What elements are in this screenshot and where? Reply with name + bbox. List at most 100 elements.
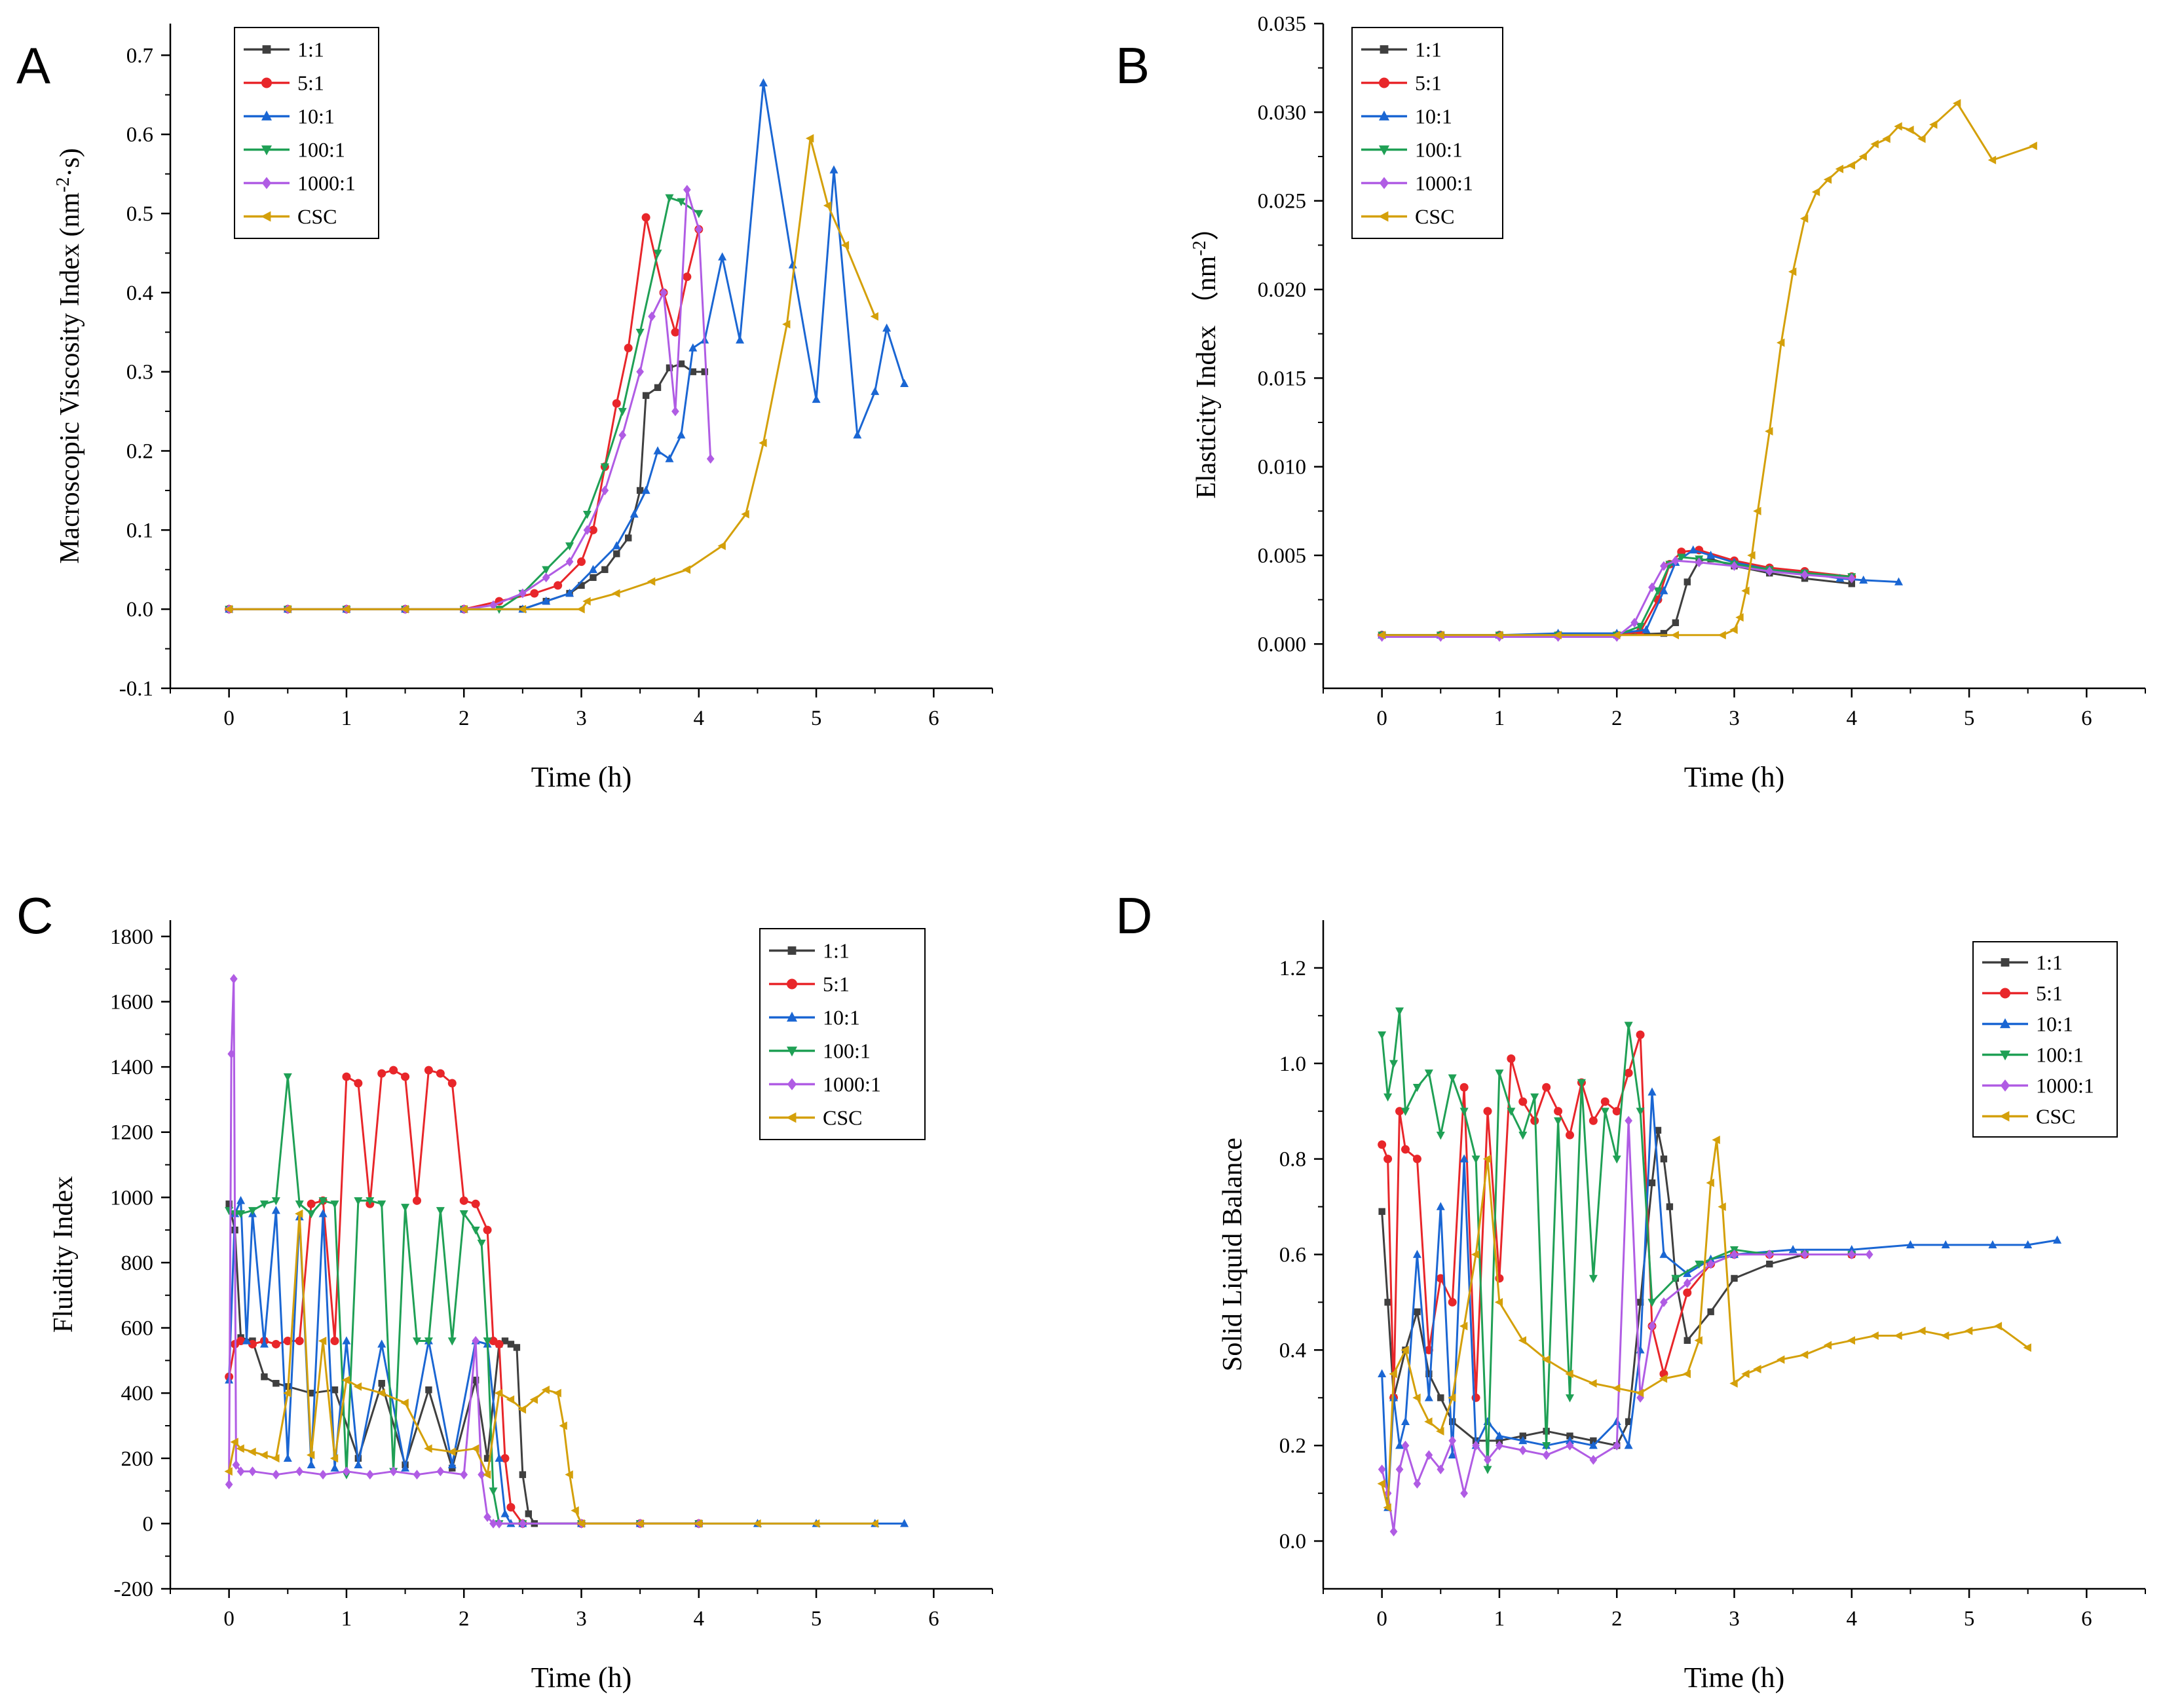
data-point bbox=[1730, 561, 1739, 571]
data-point bbox=[1460, 1488, 1468, 1498]
y-tick-label: 0.015 bbox=[1258, 367, 1306, 390]
data-point bbox=[1848, 580, 1855, 587]
legend-swatch-marker bbox=[2000, 1079, 2010, 1092]
data-point bbox=[753, 1519, 761, 1528]
x-tick-label: 2 bbox=[1611, 1607, 1623, 1631]
data-point bbox=[413, 1337, 421, 1346]
y-tick-label: 0.4 bbox=[126, 282, 153, 305]
y-tick-label: 0.1 bbox=[126, 519, 153, 542]
data-point bbox=[1718, 631, 1726, 640]
data-point bbox=[341, 604, 350, 614]
data-point bbox=[401, 1072, 410, 1081]
data-point bbox=[576, 1519, 585, 1528]
data-point bbox=[1672, 555, 1680, 566]
data-point bbox=[1906, 1240, 1915, 1249]
data-point bbox=[1625, 1418, 1632, 1425]
data-point bbox=[1542, 1442, 1551, 1451]
data-point bbox=[653, 250, 662, 258]
data-point bbox=[1894, 1331, 1902, 1340]
data-point bbox=[283, 1388, 292, 1398]
data-point bbox=[829, 165, 838, 174]
data-point bbox=[641, 213, 650, 222]
series-line bbox=[229, 363, 705, 610]
data-point bbox=[1577, 1079, 1586, 1088]
series-1000:1 bbox=[225, 974, 703, 1529]
data-point bbox=[1683, 578, 1691, 585]
data-point bbox=[1383, 1093, 1393, 1102]
data-point bbox=[1495, 1440, 1503, 1451]
data-point bbox=[759, 78, 768, 86]
legend-item: 100:1 bbox=[1982, 1043, 2084, 1067]
data-point bbox=[413, 1196, 421, 1205]
data-point bbox=[1589, 1455, 1598, 1465]
data-point bbox=[354, 1460, 363, 1468]
data-point bbox=[295, 1466, 304, 1477]
data-point bbox=[1448, 1436, 1457, 1446]
data-point bbox=[494, 1388, 503, 1398]
data-point bbox=[377, 1339, 386, 1348]
data-point bbox=[1647, 1299, 1657, 1307]
y-tick-label: 1200 bbox=[110, 1121, 153, 1145]
data-point bbox=[330, 1336, 339, 1345]
legend-label: CSC bbox=[823, 1106, 862, 1130]
data-point bbox=[1765, 566, 1774, 576]
data-point bbox=[1847, 161, 1855, 170]
y-tick-label: 0.8 bbox=[1279, 1148, 1306, 1172]
legend-swatch-marker bbox=[1380, 45, 1389, 54]
data-point bbox=[1395, 1007, 1404, 1016]
y-tick-label: 1.2 bbox=[1279, 957, 1306, 980]
data-point bbox=[1670, 631, 1680, 640]
data-point bbox=[1894, 577, 1903, 585]
data-point bbox=[666, 364, 673, 371]
data-point bbox=[307, 1199, 316, 1208]
legend-item: 10:1 bbox=[769, 1006, 860, 1030]
data-point bbox=[1707, 1308, 1714, 1316]
legend-swatch-marker bbox=[2000, 1050, 2010, 1061]
legend-label: 10:1 bbox=[1415, 105, 1452, 128]
y-tick-label: -0.1 bbox=[119, 677, 153, 701]
legend-item: 10:1 bbox=[1361, 105, 1452, 128]
data-point bbox=[306, 1451, 315, 1460]
x-tick-label: 5 bbox=[811, 1607, 822, 1631]
data-point bbox=[500, 1454, 510, 1463]
legend-item: 10:1 bbox=[244, 105, 335, 128]
data-point bbox=[1377, 631, 1385, 640]
data-point bbox=[1766, 1260, 1773, 1268]
data-point bbox=[1483, 1107, 1492, 1116]
data-point bbox=[541, 1385, 550, 1394]
data-point bbox=[1707, 555, 1714, 563]
y-axis-label: Solid Liquid Balance bbox=[1218, 1138, 1248, 1371]
data-point bbox=[271, 1206, 280, 1214]
x-tick-label: 0 bbox=[1376, 707, 1387, 730]
data-point bbox=[688, 343, 698, 352]
data-point bbox=[677, 198, 686, 207]
data-point bbox=[259, 1339, 269, 1348]
data-point bbox=[525, 1510, 533, 1517]
y-axis-label-text: Fluidity Index bbox=[48, 1176, 79, 1333]
data-point bbox=[1747, 551, 1756, 560]
legend-item: 1:1 bbox=[244, 38, 324, 62]
data-point bbox=[353, 1382, 362, 1391]
data-point bbox=[354, 1197, 363, 1206]
y-tick-label: 1800 bbox=[110, 925, 153, 949]
data-point bbox=[225, 1200, 233, 1208]
y-tick-label: 0.035 bbox=[1258, 12, 1306, 36]
data-point bbox=[1541, 1355, 1550, 1364]
data-point bbox=[1554, 1107, 1563, 1116]
data-point bbox=[654, 384, 662, 392]
legend-label: 10:1 bbox=[297, 105, 335, 128]
data-point bbox=[259, 1451, 268, 1460]
data-point bbox=[236, 1444, 244, 1453]
data-point bbox=[425, 1386, 432, 1394]
data-point bbox=[689, 368, 697, 375]
data-point bbox=[601, 566, 609, 573]
data-point bbox=[1389, 1527, 1398, 1536]
data-point bbox=[1518, 1336, 1526, 1345]
data-point bbox=[1625, 1115, 1632, 1126]
legend-item: 5:1 bbox=[769, 973, 850, 996]
data-point bbox=[694, 224, 703, 234]
legend-label: 100:1 bbox=[2036, 1043, 2084, 1067]
y-tick-label: 0.5 bbox=[126, 202, 153, 226]
data-point bbox=[329, 1454, 339, 1463]
data-point bbox=[447, 1447, 456, 1457]
